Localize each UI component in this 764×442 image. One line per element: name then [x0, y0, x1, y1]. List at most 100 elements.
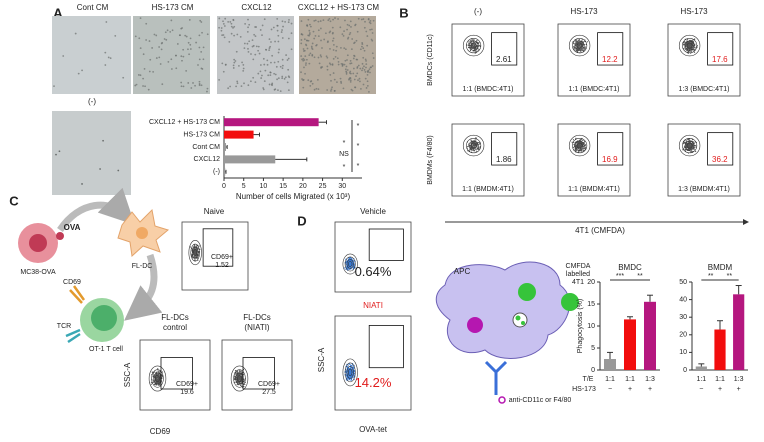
cell-dot	[320, 55, 323, 58]
contour	[576, 142, 583, 149]
cell-dot	[311, 82, 314, 85]
cell-dot	[259, 64, 262, 66]
event-dot	[582, 150, 584, 152]
cell-dot	[334, 17, 336, 19]
cell-dot	[343, 47, 346, 50]
cell-dot	[230, 32, 233, 35]
cell-dot	[233, 25, 236, 28]
event-dot	[575, 40, 577, 42]
cell-dot	[189, 43, 192, 46]
contour	[574, 40, 585, 51]
cell-dot	[354, 86, 356, 89]
cell-dot	[361, 67, 364, 70]
cell-dot	[102, 139, 104, 142]
cell-dot	[304, 55, 307, 58]
x-tick-label: 10	[260, 183, 268, 190]
cell-dot	[269, 45, 272, 48]
event-dot	[582, 46, 584, 49]
cell-dot	[312, 30, 315, 33]
contour	[574, 140, 585, 151]
cell-label: FL-DC	[132, 263, 153, 270]
event-dot	[579, 138, 581, 141]
significance: ***	[616, 273, 624, 280]
dc-nucleus	[136, 227, 148, 239]
event-dot	[581, 150, 583, 152]
cell-dot	[328, 62, 331, 65]
y-axis-label: SSC-A	[123, 362, 132, 387]
significance: *	[357, 163, 360, 170]
cell-dot	[248, 40, 251, 43]
event-dot	[695, 145, 697, 147]
cell-dot	[263, 63, 266, 66]
cell-dot	[179, 34, 181, 37]
event-dot	[150, 381, 153, 384]
cell-dot	[333, 78, 336, 81]
event-dot	[574, 49, 576, 51]
contour	[188, 240, 202, 266]
cell-dot	[359, 48, 362, 51]
cell-dot	[104, 64, 107, 66]
event-dot	[688, 48, 690, 50]
cell-dot	[81, 69, 83, 72]
cell-dot	[308, 29, 311, 32]
event-dot	[467, 44, 469, 46]
cell-dot	[271, 84, 273, 87]
event-dot	[156, 377, 159, 379]
cell-dot	[149, 58, 152, 61]
contour	[237, 375, 242, 382]
contour	[342, 358, 358, 387]
cell-dot	[307, 18, 310, 21]
ratio-label: 1:1 (BMDM:4T1)	[568, 186, 620, 193]
event-dot	[157, 373, 159, 376]
receptor	[69, 285, 86, 304]
event-dot	[468, 40, 470, 42]
image-label: (-)	[88, 97, 96, 106]
contour	[192, 246, 199, 259]
event-dot	[692, 49, 694, 51]
phagosome	[512, 312, 528, 328]
event-dot	[157, 370, 159, 373]
cell-dot	[218, 26, 220, 29]
cell-dot	[357, 17, 360, 20]
cell-dot	[246, 42, 249, 45]
cell-dot	[279, 65, 282, 68]
cell-dot	[308, 32, 311, 34]
event-dot	[159, 377, 161, 380]
cell-dot	[282, 25, 284, 28]
bar	[224, 143, 226, 151]
cell-dot	[361, 62, 364, 65]
cell-dot	[143, 68, 146, 70]
event-dot	[194, 253, 197, 255]
cell-dot	[55, 153, 57, 156]
ratio-label: 1:3	[734, 376, 744, 383]
plot-title: FL-DCs	[243, 313, 271, 322]
event-dot	[467, 46, 470, 49]
cell-dot	[330, 90, 332, 92]
antigen-label: OVA	[64, 223, 81, 232]
event-dot	[578, 45, 580, 47]
event-dot	[243, 379, 246, 381]
cell-dot	[137, 74, 140, 76]
cell-dot	[235, 50, 238, 53]
contour	[155, 375, 160, 382]
event-dot	[353, 367, 355, 369]
target-label: labelled	[566, 271, 590, 278]
contour	[348, 368, 353, 377]
cell-dot	[356, 58, 359, 61]
cell-dot	[281, 29, 283, 31]
contour	[344, 362, 356, 383]
plot-title: FL-DCs	[161, 313, 189, 322]
cell-dot	[200, 84, 203, 87]
contour	[468, 40, 479, 51]
apc-cell	[435, 261, 571, 359]
cell-dot	[349, 70, 352, 73]
cell-dot	[320, 39, 322, 42]
event-dot	[472, 144, 474, 147]
cell-dot	[277, 89, 279, 92]
cell-dot	[267, 74, 270, 77]
cell-dot	[353, 54, 355, 57]
event-dot	[580, 48, 582, 50]
cell-dot	[259, 70, 262, 73]
event-dot	[349, 366, 351, 368]
cell-dot	[206, 33, 209, 36]
